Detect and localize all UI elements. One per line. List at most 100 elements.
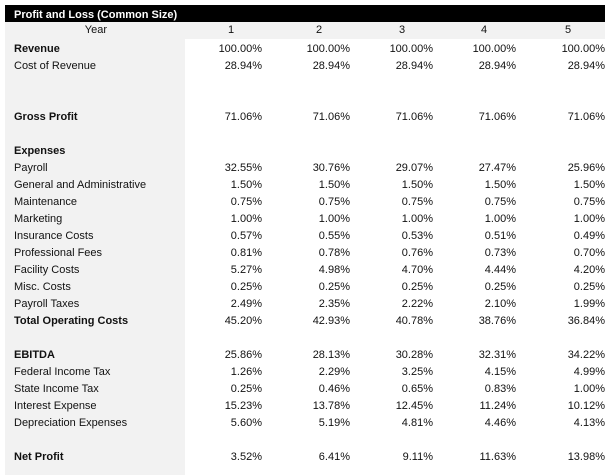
cell-year-5[interactable]: 25.96% — [567, 162, 605, 174]
cell-year-3[interactable]: 9.11% — [402, 451, 433, 463]
cell-year-4[interactable]: 4.15% — [484, 366, 516, 378]
cell-year-4[interactable]: 38.76% — [478, 315, 516, 327]
cell-year-1[interactable]: 3.52% — [230, 451, 262, 463]
cell-year-1[interactable]: 25.86% — [224, 349, 262, 361]
cell-year-2[interactable]: 5.19% — [318, 417, 350, 429]
cell-year-2[interactable]: 28.13% — [312, 349, 350, 361]
cell-year-3[interactable]: 4.81% — [401, 417, 433, 429]
cell-year-5[interactable]: 4.20% — [573, 264, 605, 276]
cell-year-3[interactable]: 28.94% — [395, 60, 433, 72]
sheet-title: Profit and Loss (Common Size) — [5, 5, 605, 22]
cell-year-4[interactable]: 100.00% — [472, 43, 516, 55]
cell-year-3[interactable]: 4.70% — [401, 264, 433, 276]
cell-year-2[interactable]: 4.98% — [318, 264, 350, 276]
cell-year-2[interactable]: 1.50% — [318, 179, 350, 191]
cell-year-3[interactable]: 0.75% — [401, 196, 433, 208]
cell-year-2[interactable]: 0.55% — [318, 230, 350, 242]
cell-year-5[interactable]: 10.12% — [567, 400, 605, 412]
cell-year-3[interactable]: 2.22% — [401, 298, 433, 310]
cell-year-5[interactable]: 1.00% — [573, 383, 605, 395]
cell-year-5[interactable]: 0.70% — [573, 247, 605, 259]
cell-year-1[interactable]: 32.55% — [224, 162, 262, 174]
cell-year-4[interactable]: 4.44% — [484, 264, 516, 276]
cell-year-2[interactable]: 0.25% — [318, 281, 350, 293]
cell-year-4[interactable]: 2.10% — [484, 298, 516, 310]
cell-year-1[interactable]: 71.06% — [224, 111, 262, 123]
cell-year-4[interactable]: 0.83% — [484, 383, 516, 395]
cell-year-2[interactable]: 71.06% — [312, 111, 350, 123]
cell-year-5[interactable]: 100.00% — [561, 43, 605, 55]
cell-year-4[interactable]: 4.46% — [484, 417, 516, 429]
cell-year-5[interactable]: 36.84% — [567, 315, 605, 327]
cell-year-1[interactable]: 0.75% — [230, 196, 262, 208]
cell-year-2[interactable]: 1.00% — [318, 213, 350, 225]
cell-year-2[interactable]: 0.46% — [318, 383, 350, 395]
cell-year-3[interactable]: 0.65% — [401, 383, 433, 395]
cell-year-4[interactable]: 11.24% — [479, 400, 517, 412]
cell-year-3[interactable]: 40.78% — [395, 315, 433, 327]
cell-year-3[interactable]: 1.00% — [401, 213, 433, 225]
cell-year-5[interactable]: 1.00% — [573, 213, 605, 225]
cell-year-5[interactable]: 4.99% — [573, 366, 605, 378]
cell-year-4[interactable]: 0.75% — [484, 196, 516, 208]
cell-year-3[interactable]: 0.53% — [401, 230, 433, 242]
cell-year-4[interactable]: 28.94% — [478, 60, 516, 72]
table-row: Gross Profit 71.06% 71.06% 71.06% 71.06% 71.0… — [0, 109, 610, 126]
cell-year-3[interactable]: 12.45% — [395, 400, 433, 412]
cell-year-1[interactable]: 28.94% — [224, 60, 262, 72]
cell-year-3[interactable]: 71.06% — [395, 111, 433, 123]
cell-year-3[interactable]: 3.25% — [401, 366, 433, 378]
cell-year-5[interactable]: 13.98% — [567, 451, 605, 463]
cell-year-4[interactable]: 0.51% — [484, 230, 516, 242]
cell-year-2[interactable]: 6.41% — [318, 451, 350, 463]
cell-year-4[interactable]: 27.47% — [478, 162, 516, 174]
cell-year-4[interactable]: 71.06% — [478, 111, 516, 123]
cell-year-5[interactable]: 71.06% — [567, 111, 605, 123]
cell-year-4[interactable]: 0.73% — [484, 247, 516, 259]
cell-year-1[interactable]: 0.25% — [230, 281, 262, 293]
cell-year-3[interactable]: 29.07% — [395, 162, 433, 174]
cell-year-2[interactable]: 30.76% — [312, 162, 350, 174]
cell-year-3[interactable]: 1.50% — [401, 179, 433, 191]
cell-year-4[interactable]: 0.25% — [484, 281, 516, 293]
cell-year-5[interactable]: 1.50% — [573, 179, 605, 191]
cell-year-1[interactable]: 5.60% — [230, 417, 262, 429]
cell-year-4[interactable]: 1.50% — [484, 179, 516, 191]
cell-year-1[interactable]: 1.50% — [230, 179, 262, 191]
cell-year-2[interactable]: 0.75% — [318, 196, 350, 208]
cell-year-5[interactable]: 0.25% — [573, 281, 605, 293]
cell-year-2[interactable]: 42.93% — [312, 315, 350, 327]
cell-year-1[interactable]: 0.57% — [230, 230, 262, 242]
cell-year-2[interactable]: 2.35% — [318, 298, 350, 310]
cell-year-2[interactable]: 0.78% — [318, 247, 350, 259]
cell-year-2[interactable]: 100.00% — [306, 43, 350, 55]
table-row: Maintenance 0.75% 0.75% 0.75% 0.75% 0.75% — [0, 194, 610, 211]
cell-year-4[interactable]: 11.63% — [479, 451, 517, 463]
cell-year-3[interactable]: 30.28% — [395, 349, 433, 361]
cell-year-3[interactable]: 0.25% — [401, 281, 433, 293]
cell-year-5[interactable]: 4.13% — [573, 417, 605, 429]
cell-year-2[interactable]: 2.29% — [318, 366, 350, 378]
year-5-header: 5 — [565, 24, 572, 36]
cell-year-5[interactable]: 34.22% — [567, 349, 605, 361]
cell-year-1[interactable]: 5.27% — [230, 264, 262, 276]
cell-year-3[interactable]: 100.00% — [389, 43, 433, 55]
cell-year-5[interactable]: 0.75% — [573, 196, 605, 208]
cell-year-4[interactable]: 1.00% — [484, 213, 516, 225]
cell-year-5[interactable]: 28.94% — [567, 60, 605, 72]
cell-year-1[interactable]: 0.25% — [230, 383, 262, 395]
cell-year-2[interactable]: 13.78% — [312, 400, 350, 412]
table-row: Interest Expense 15.23% 13.78% 12.45% 11.24%… — [0, 398, 610, 415]
cell-year-2[interactable]: 28.94% — [312, 60, 350, 72]
cell-year-1[interactable]: 1.00% — [230, 213, 262, 225]
cell-year-1[interactable]: 2.49% — [230, 298, 262, 310]
cell-year-3[interactable]: 0.76% — [401, 247, 433, 259]
cell-year-1[interactable]: 0.81% — [230, 247, 262, 259]
cell-year-1[interactable]: 45.20% — [224, 315, 262, 327]
cell-year-1[interactable]: 15.23% — [224, 400, 262, 412]
cell-year-1[interactable]: 100.00% — [218, 43, 262, 55]
cell-year-5[interactable]: 0.49% — [573, 230, 605, 242]
cell-year-5[interactable]: 1.99% — [573, 298, 605, 310]
cell-year-4[interactable]: 32.31% — [478, 349, 516, 361]
cell-year-1[interactable]: 1.26% — [230, 366, 262, 378]
